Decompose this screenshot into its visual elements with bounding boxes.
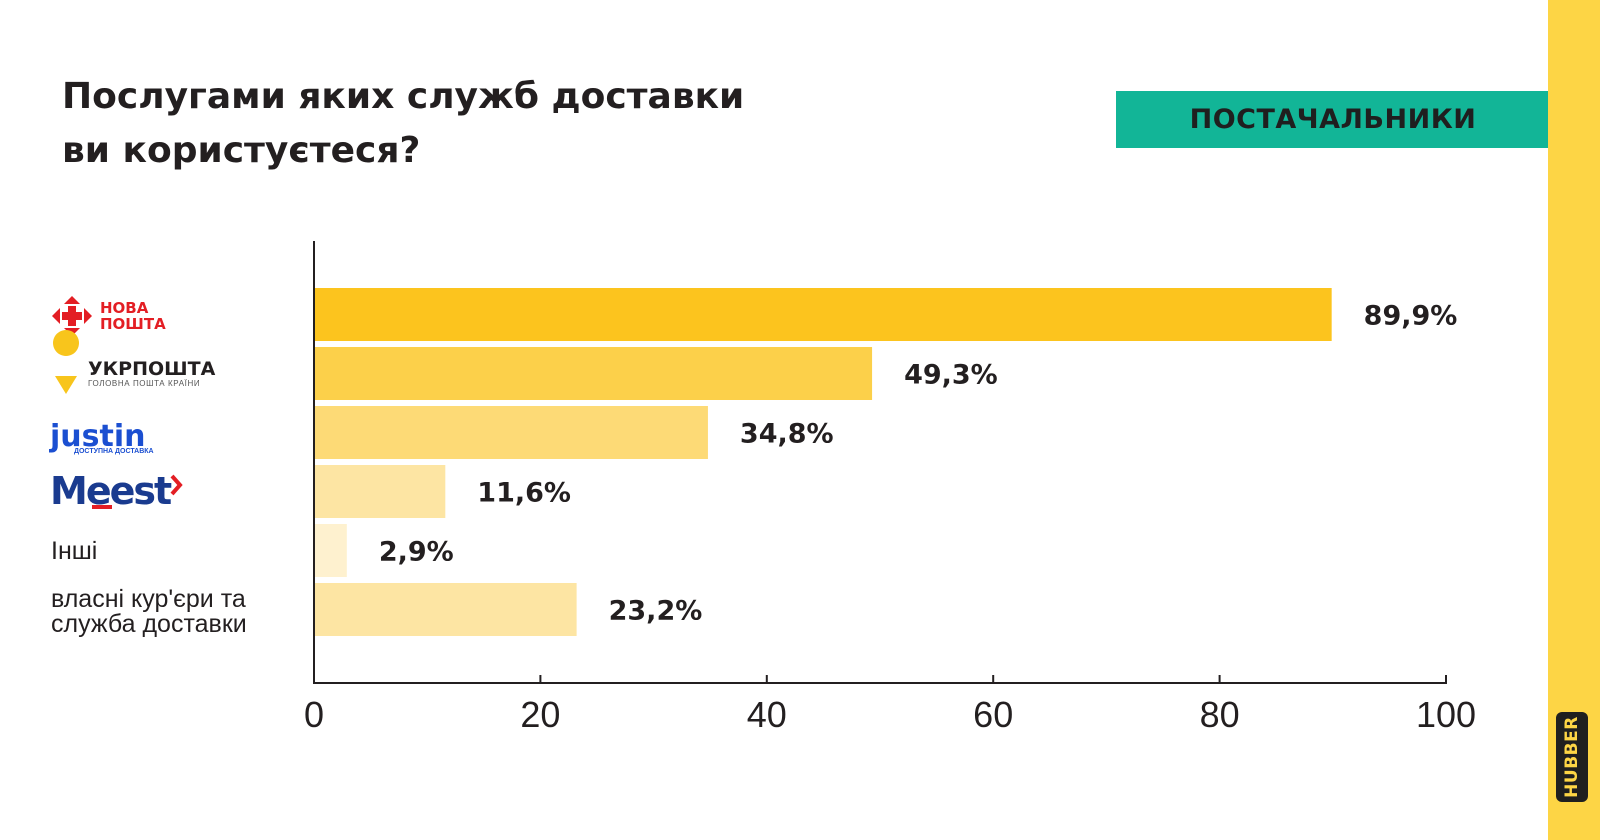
audience-badge: ПОСТАЧАЛЬНИКИ (1116, 91, 1550, 148)
value-label-5: 23,2% (609, 596, 703, 627)
bar-1 (314, 347, 873, 400)
chart-title: Послугами яких служб доставки ви користу… (62, 70, 744, 178)
justin-tagline: ДОСТУПНА ДОСТАВКА (74, 448, 154, 455)
meest-underline (92, 505, 112, 509)
nova-poshta-icon (52, 296, 92, 336)
brand-sidebar: HUBBER (1548, 0, 1600, 840)
category-label-justin: justin ДОСТУПНА ДОСТАВКА (49, 419, 154, 455)
ukrposhta-tagline: ГОЛОВНА ПОШТА КРАЇНИ (88, 379, 200, 388)
bar-5 (314, 583, 577, 636)
hubber-logo: HUBBER (1556, 712, 1588, 802)
category-label-other: Інші (51, 537, 97, 565)
category-label-meest: Meest (50, 469, 183, 513)
nova-poshta-line-2: ПОШТА (100, 315, 166, 333)
bar-chart: 89,9% 49,3% 34,8% 11,6% 2,9% 23,2% 0 20 40 60 80 1… (49, 241, 1476, 735)
axis-layer: 0 20 40 60 80 100 (304, 241, 1476, 735)
value-label-1: 49,3% (904, 360, 998, 391)
justin-name: justin (49, 419, 145, 454)
hubber-logo-text: HUBBER (1562, 716, 1582, 798)
bars-layer: 89,9% 49,3% 34,8% 11,6% 2,9% 23,2% (314, 288, 1457, 636)
value-label-0: 89,9% (1364, 301, 1458, 332)
title-line-2: ви користуєтеся? (62, 130, 421, 171)
own-couriers-line-2: служба доставки (51, 610, 247, 638)
category-label-ukrposhta: УКРПОШТА ГОЛОВНА ПОШТА КРАЇНИ (53, 330, 216, 394)
nova-poshta-line-1: НОВА (100, 299, 149, 317)
x-tick-label-5: 100 (1416, 694, 1476, 735)
meest-chevron-icon (170, 474, 183, 496)
x-tick-label-2: 40 (747, 694, 787, 735)
own-couriers-line-1: власні кур'єри та (51, 585, 246, 613)
ukrposhta-pin-icon (53, 330, 80, 394)
value-label-3: 11,6% (477, 478, 571, 509)
value-label-2: 34,8% (740, 419, 834, 450)
category-label-nova-poshta: НОВА ПОШТА (52, 296, 166, 336)
category-label-own-couriers: власні кур'єри та служба доставки (51, 585, 247, 638)
ukrposhta-name: УКРПОШТА (88, 358, 216, 380)
x-tick-label-3: 60 (973, 694, 1013, 735)
bar-2 (314, 406, 708, 459)
title-line-1: Послугами яких служб доставки (62, 76, 745, 117)
other-label: Інші (51, 537, 97, 565)
value-label-4: 2,9% (379, 537, 454, 568)
x-tick-label-0: 0 (304, 694, 324, 735)
x-tick-label-1: 20 (520, 694, 560, 735)
bar-4 (314, 524, 347, 577)
bar-3 (314, 465, 446, 518)
bar-0 (314, 288, 1332, 341)
x-tick-label-4: 80 (1200, 694, 1240, 735)
